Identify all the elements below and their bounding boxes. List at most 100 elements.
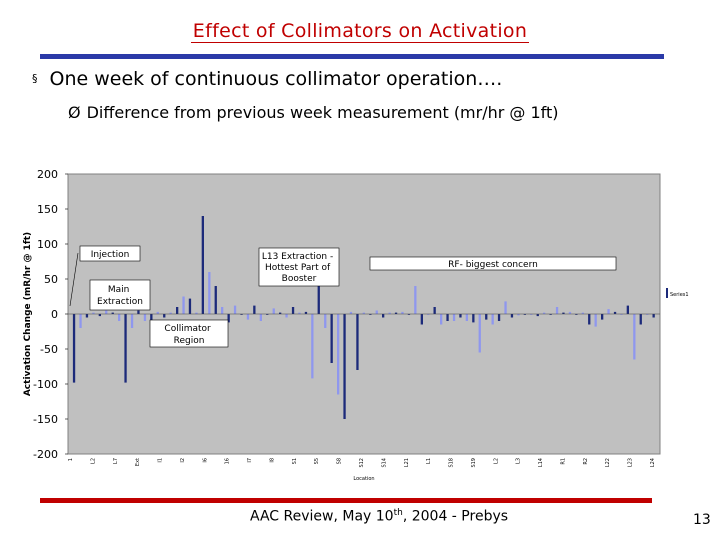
x-tick-label: I8 [270,458,276,463]
annotation-main-extraction: Main Extraction [89,279,151,311]
footer-text: AAC Review, May 10th, 2004 - Prebys [250,508,509,525]
bar [246,314,250,320]
bar [188,298,192,314]
bar [440,314,443,325]
bar [343,314,346,419]
x-tick-label: R1 [561,458,567,465]
bar [163,314,166,318]
x-tick-label: L23 [628,458,634,467]
bar [388,312,391,314]
bar [356,314,359,370]
activation-bar-chart: 200 150 100 50 0 -50 -100 -150 -200 1 L2 L7 Ext I1 I2… [23,168,689,482]
bar [137,310,140,314]
bar [330,314,333,363]
bar [227,314,230,323]
annotation-collimator-region: Collimator Region [149,319,229,348]
bar [549,314,552,315]
x-tick-label: S14 [381,458,387,468]
bar [253,305,256,314]
annotation-main-extraction-line2: Extraction [97,297,143,307]
bar [79,314,82,328]
bar [491,314,494,325]
bar [221,307,224,314]
bar [459,314,462,318]
y-axis-label: Activation Change (mR/hr @ 1ft) [23,232,33,396]
arrow-bullet-icon: Ø [68,103,81,122]
annotation-l13-line3: Booster [282,274,317,284]
bar [233,305,237,314]
bar [607,309,610,314]
annotation-injection: Injection [69,245,141,307]
bar [485,314,488,320]
x-tick-label: S8 [337,458,343,464]
x-axis-label: Location [353,476,374,482]
bar [575,314,578,315]
bar [382,314,385,318]
x-tick-label: L22 [605,458,611,467]
x-tick-label: L14 [538,458,544,467]
bar [304,311,308,314]
bar [105,310,108,314]
y-tick-label: -100 [33,378,58,391]
svg-text:L13 Extraction - Hottest: L13 Extraction - Hottest Part of Booster [262,252,336,284]
y-tick-label: 200 [37,168,58,181]
annotation-collimator-region-line1: Collimator [164,324,211,334]
bar [85,314,89,318]
bar [337,314,340,395]
legend-label: Series1 [670,292,689,298]
title-underline-bar [40,54,664,59]
bar [394,312,398,314]
x-tick-label: L1 [426,458,432,464]
y-tick-label: 50 [44,273,58,286]
bar [613,311,617,314]
annotation-l13-extraction: L13 Extraction - Hottest Part of Booster [258,247,340,287]
svg-text:Collimator Region: Collimator Region [164,324,213,346]
bar [324,314,327,328]
annotation-collimator-region-line2: Region [174,336,205,346]
bar [452,314,456,321]
svg-text:Main Extraction: Main Extraction [97,285,143,307]
y-axis: 200 150 100 50 0 -50 -100 -150 -200 [33,168,68,461]
bar [369,314,372,315]
annotation-main-extraction-line1: Main [108,285,130,295]
x-tick-label: L24 [650,458,656,467]
legend: Series1 [666,288,689,298]
bar [497,314,501,321]
bar [317,286,320,314]
bar [601,314,604,320]
bar [208,272,211,314]
bar [407,314,411,315]
bar [543,312,546,314]
y-tick-label: 150 [37,203,58,216]
footer-rule-bar [40,498,652,503]
bullet-difference: Ø Difference from previous week measureme… [68,103,559,122]
bar [626,305,629,314]
bar [633,314,636,360]
bullet-square-icon: § [32,72,38,85]
bar [652,314,655,318]
bar [562,312,565,314]
bar [124,314,127,383]
bar [240,314,243,315]
annotation-rf: RF- biggest concern [369,256,617,271]
bar [92,312,95,314]
bullet-difference-text: Difference from previous week measuremen… [86,103,559,122]
bar [195,312,198,314]
x-tick-label: S12 [359,458,365,468]
bar [639,314,642,325]
bar [555,307,559,314]
slide-title-text: Effect of Collimators on Activation [190,20,530,43]
bar [279,312,282,314]
bar [156,311,159,314]
bar [118,314,121,321]
footer-ordinal-suffix: th [393,508,403,518]
bar [169,312,172,314]
x-tick-label: S1 [292,458,298,464]
bar [349,311,353,314]
y-tick-label: -150 [33,413,58,426]
bar [472,314,475,323]
bar [285,314,288,318]
bar [510,314,514,318]
bar [214,286,217,314]
bar [266,314,269,315]
